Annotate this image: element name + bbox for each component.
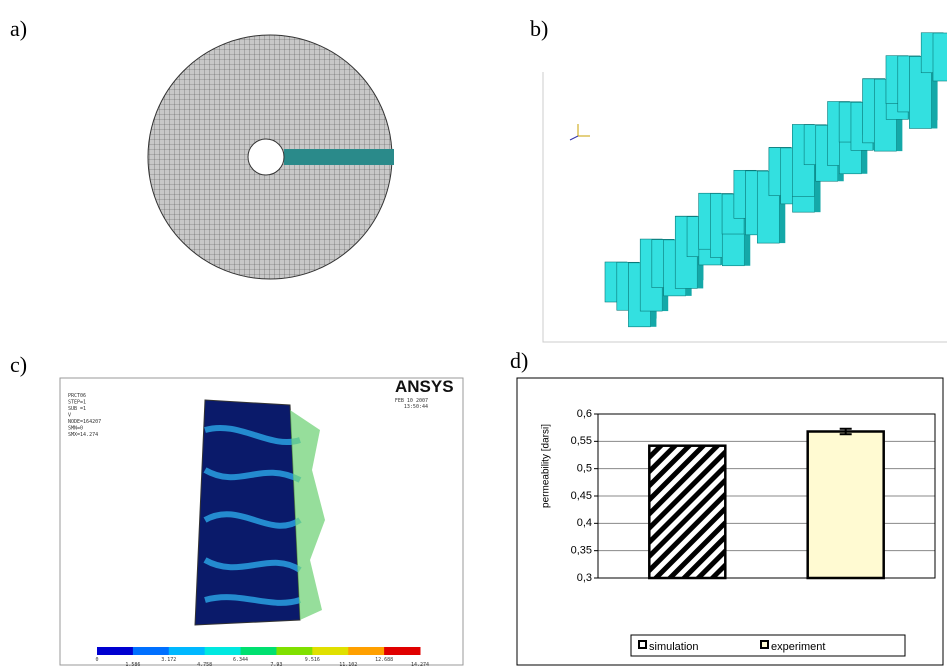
legend-swatch — [639, 641, 646, 648]
panel-label: c) — [10, 352, 27, 377]
fiber-mesh — [605, 33, 947, 327]
panel-label: a) — [10, 16, 27, 41]
triad — [570, 124, 590, 140]
colorbar-label: 3.172 — [161, 657, 176, 663]
colorbar-segment — [384, 647, 420, 655]
info-line: SUB =1 — [68, 406, 86, 412]
time: 13:50:44 — [404, 404, 428, 410]
colorbar-label: 14.274 — [411, 662, 429, 668]
y-tick-label: 0,55 — [571, 435, 592, 447]
legend-swatch — [761, 641, 768, 648]
y-axis-label: permeability [darsi] — [541, 424, 552, 508]
colorbar-segment — [169, 647, 205, 655]
y-tick-label: 0,5 — [577, 463, 592, 475]
bar — [808, 431, 884, 578]
info-line: SMX=14.274 — [68, 432, 98, 438]
colorbar-label: 1.586 — [125, 662, 140, 668]
y-tick-label: 0,45 — [571, 490, 592, 502]
hole — [248, 139, 284, 175]
info-line: SMN=0 — [68, 426, 83, 432]
y-tick-label: 0,35 — [571, 545, 592, 557]
colorbar-segment — [276, 647, 312, 655]
colorbar-label: 0 — [95, 657, 98, 663]
slot — [284, 149, 394, 165]
legend-label: simulation — [649, 641, 699, 653]
colorbar-segment — [133, 647, 169, 655]
colorbar-segment — [312, 647, 348, 655]
legend-label: experiment — [771, 641, 825, 653]
colorbar-label: 7.93 — [270, 662, 282, 668]
colorbar-segment — [97, 647, 133, 655]
info-line: V — [68, 413, 71, 419]
info-line: PRCT06 — [68, 393, 86, 399]
panel-label: b) — [530, 16, 548, 41]
colorbar-label: 4.758 — [197, 662, 212, 668]
figure: a) b) c) PRCT06STEP=1SUB =1VNODE=164207S… — [0, 0, 947, 670]
colorbar-label: 6.344 — [233, 657, 248, 663]
bar — [649, 446, 725, 578]
y-tick-label: 0,3 — [577, 572, 592, 584]
info-line: NODE=164207 — [68, 419, 101, 425]
colorbar-label: 11.102 — [339, 662, 357, 668]
info-line: STEP=1 — [68, 400, 86, 406]
colorbar-segment — [241, 647, 277, 655]
mesh-block — [933, 33, 947, 81]
colorbar-segment — [205, 647, 241, 655]
colorbar-label: 9.516 — [305, 657, 320, 663]
y-tick-label: 0,6 — [577, 408, 592, 420]
flow-field — [195, 400, 325, 625]
panel-label: d) — [510, 348, 528, 373]
logo: ANSYS — [395, 377, 454, 396]
colorbar-label: 12.688 — [375, 657, 393, 663]
y-tick-label: 0,4 — [577, 517, 592, 529]
colorbar-segment — [348, 647, 384, 655]
